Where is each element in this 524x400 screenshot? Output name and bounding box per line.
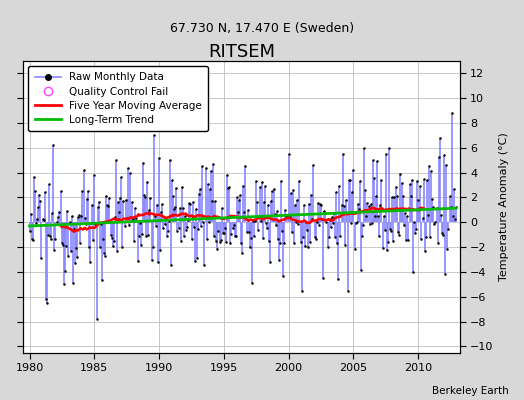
Text: Berkeley Earth: Berkeley Earth	[432, 386, 508, 396]
Y-axis label: Temperature Anomaly (°C): Temperature Anomaly (°C)	[499, 132, 509, 281]
Text: 67.730 N, 17.470 E (Sweden): 67.730 N, 17.470 E (Sweden)	[170, 22, 354, 35]
Title: RITSEM: RITSEM	[208, 43, 275, 61]
Legend: Raw Monthly Data, Quality Control Fail, Five Year Moving Average, Long-Term Tren: Raw Monthly Data, Quality Control Fail, …	[28, 66, 208, 131]
